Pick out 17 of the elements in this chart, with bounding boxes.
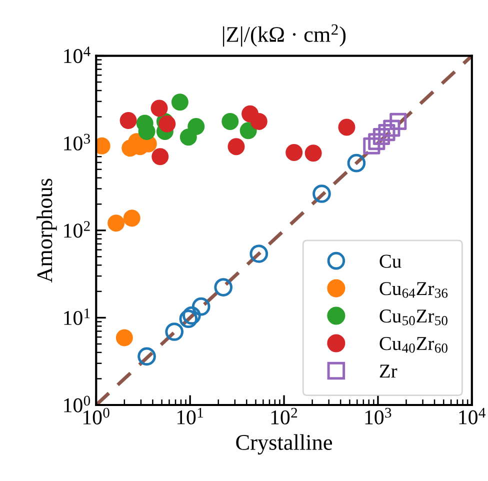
- y-tick-label: 10$^{2}$: [64, 221, 90, 238]
- legend-label: Cu$_{64}$Zr$_{36}$: [380, 282, 448, 298]
- x-tick-label: 10$^{0}$: [83, 408, 110, 424]
- x-tick-label: 10$^{2}$: [271, 408, 298, 424]
- chart-title: |Z|/(kΩ · cm$^{2}$): [223, 24, 346, 47]
- y-tick-label: 10$^{3}$: [64, 134, 90, 150]
- x-tick-label: 10$^{3}$: [365, 408, 392, 424]
- legend-label: Zr: [380, 364, 398, 378]
- x-tick-label: 10$^{4}$: [459, 408, 486, 424]
- y-tick-label: 10$^{1}$: [64, 308, 90, 325]
- y-axis-title: Amorphous: [36, 178, 57, 283]
- x-tick-label: 10$^{1}$: [177, 408, 204, 424]
- legend-label: Cu: [380, 254, 402, 268]
- x-axis-title: Crystalline: [236, 434, 332, 455]
- legend-label: Cu$_{40}$Zr$_{60}$: [380, 337, 448, 353]
- legend-label: Cu$_{50}$Zr$_{50}$: [380, 310, 448, 326]
- y-tick-label: 10$^{4}$: [64, 46, 90, 64]
